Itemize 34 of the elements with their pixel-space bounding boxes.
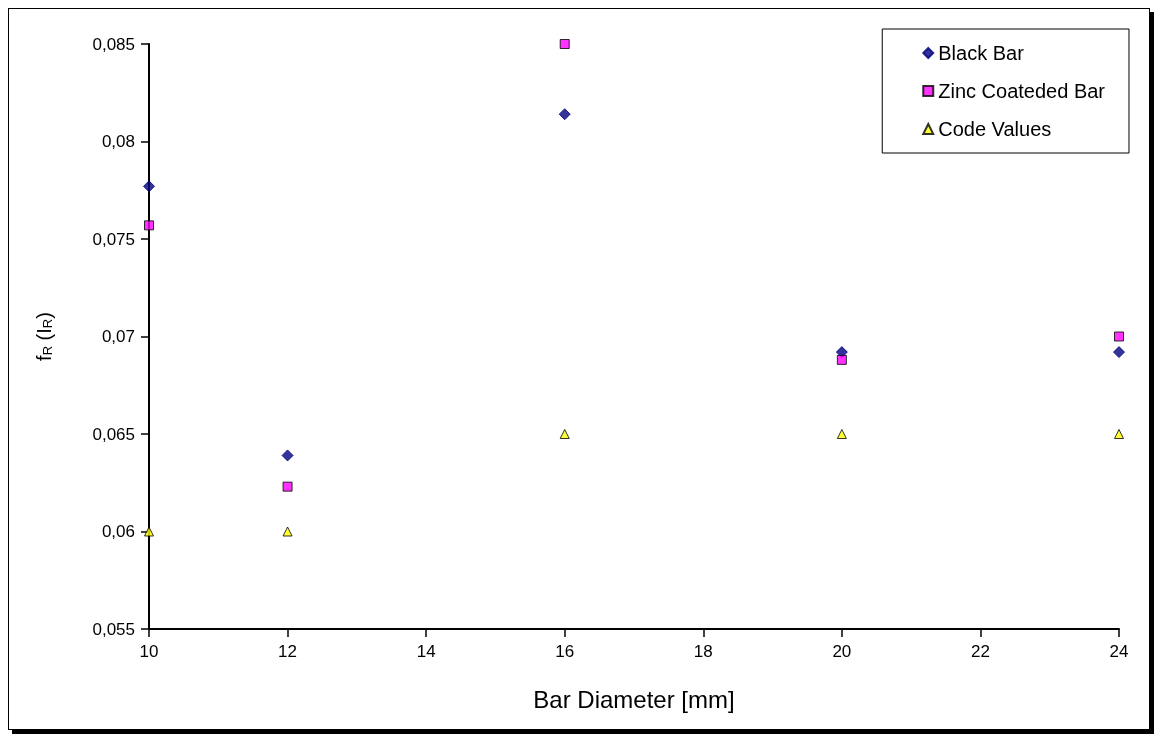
point (1113, 346, 1125, 359)
x-tick-label: 14 (416, 642, 436, 661)
point (144, 220, 154, 231)
point (559, 429, 570, 439)
y-tick-label: 0,085 (92, 34, 135, 54)
point (836, 354, 847, 365)
x-tick-label: 20 (832, 642, 852, 661)
point (282, 481, 293, 492)
point (282, 526, 293, 537)
x-tick-label: 18 (693, 642, 713, 661)
point (144, 526, 154, 537)
point (836, 429, 847, 439)
x-tick-label: 10 (139, 642, 159, 661)
x-tick-label: 22 (970, 642, 990, 661)
x-tick-label: 24 (1109, 642, 1129, 661)
x-tick-label: 16 (555, 642, 575, 661)
y-tick-label: 0,07 (101, 327, 135, 346)
y-tick-label: 0,055 (92, 619, 135, 639)
y-tick-label: 0,075 (92, 229, 135, 249)
point (1114, 331, 1124, 342)
y-axis-title: fR (IR) (32, 312, 55, 361)
y-tick-label: 0,08 (101, 132, 135, 151)
point (1114, 429, 1124, 439)
legend-label: Code Values (938, 118, 1052, 140)
y-tick-label: 0,065 (92, 424, 135, 444)
point (558, 108, 571, 121)
point (143, 180, 155, 193)
x-axis-title: Bar Diameter [mm] (533, 685, 735, 713)
legend-label: Zinc Coateded Bar (938, 80, 1106, 102)
point (281, 449, 294, 462)
x-tick-label: 12 (278, 642, 298, 661)
point (559, 39, 570, 49)
y-tick-label: 0,06 (101, 522, 135, 541)
legend-label: Black Bar (938, 42, 1025, 64)
